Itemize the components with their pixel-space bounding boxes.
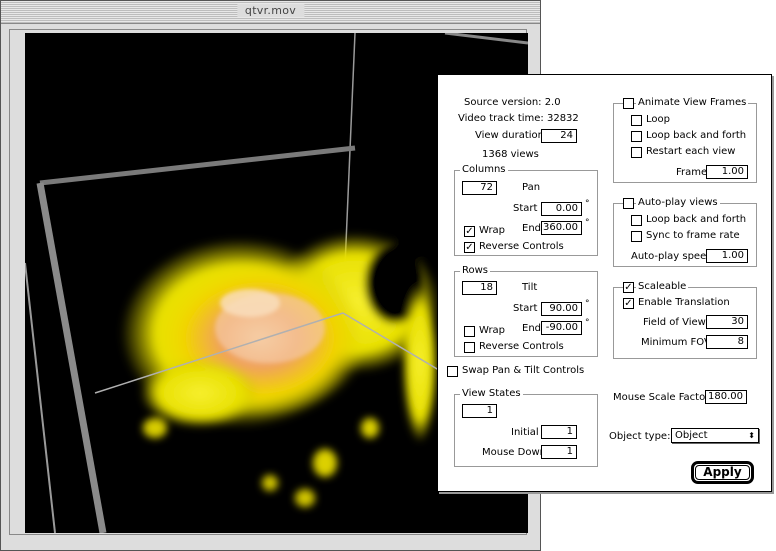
apply-button-label: Apply — [703, 465, 742, 479]
field-of-view-field[interactable]: 30 — [706, 315, 748, 329]
initial-label: Initial — [511, 427, 539, 438]
minimum-fov-label: Minimum FOV — [641, 337, 711, 348]
rows-count-field[interactable]: 18 — [462, 281, 497, 295]
rows-end-field[interactable]: -90.00 — [541, 321, 582, 335]
autoplay-speed-label: Auto-play speed — [631, 251, 713, 262]
video-track-time-text: Video track time: 32832 — [458, 113, 579, 124]
minimum-fov-field[interactable]: 8 — [706, 335, 748, 349]
rows-start-field[interactable]: 90.00 — [541, 302, 582, 316]
rows-reverse-label: Reverse Controls — [479, 341, 564, 352]
mouse-scale-label: Mouse Scale Factor — [613, 392, 710, 403]
loop-back-label: Loop back and forth — [646, 130, 747, 141]
autoplay-loop-back-label: Loop back and forth — [646, 214, 747, 225]
columns-end-field[interactable]: 360.00 — [541, 221, 582, 235]
columns-group-title: Columns — [460, 164, 508, 176]
columns-wrap-label: Wrap — [479, 225, 506, 236]
autoplay-loop-back-checkbox[interactable] — [631, 215, 642, 226]
degree-symbol: ° — [585, 218, 590, 228]
autoplay-checkbox[interactable] — [623, 198, 634, 209]
rows-wrap-label: Wrap — [479, 325, 506, 336]
object-type-value: Object — [675, 430, 708, 441]
view-duration-field[interactable]: 24 — [541, 129, 577, 143]
pan-label: Pan — [522, 182, 541, 193]
degree-symbol: ° — [585, 299, 590, 309]
enable-translation-label: Enable Translation — [638, 297, 730, 308]
columns-wrap-checkbox[interactable]: ✓ — [464, 226, 475, 237]
view-states-group — [454, 394, 598, 467]
columns-start-field[interactable]: 0.00 — [541, 202, 582, 216]
field-of-view-label: Field of View — [643, 317, 706, 328]
columns-reverse-checkbox[interactable]: ✓ — [464, 242, 475, 253]
initial-field[interactable]: 1 — [541, 425, 577, 439]
chevron-updown-icon: ⬍ — [748, 431, 755, 440]
mouse-down-label: Mouse Down — [482, 447, 546, 458]
loop-checkbox[interactable] — [631, 115, 642, 126]
view-states-count-field[interactable]: 1 — [462, 404, 497, 418]
swap-controls-label: Swap Pan & Tilt Controls — [462, 365, 585, 376]
apply-button-focus-ring — [695, 465, 750, 480]
columns-group — [454, 170, 598, 256]
sync-frame-rate-label: Sync to frame rate — [646, 230, 740, 241]
rows-start-label: Start — [513, 303, 538, 314]
object-type-select[interactable]: Object ⬍ — [671, 428, 759, 443]
columns-reverse-label: Reverse Controls — [479, 241, 564, 252]
scaleable-checkbox[interactable]: ✓ — [623, 282, 634, 293]
object-type-label: Object type: — [609, 431, 671, 442]
loop-back-checkbox[interactable] — [631, 131, 642, 142]
enable-translation-checkbox[interactable]: ✓ — [623, 298, 634, 309]
degree-symbol: ° — [585, 318, 590, 328]
restart-view-label: Restart each view — [646, 146, 736, 157]
view-states-group-title: View States — [460, 388, 523, 400]
mouse-scale-field[interactable]: 180.00 — [705, 390, 747, 404]
restart-view-checkbox[interactable] — [631, 147, 642, 158]
columns-count-field[interactable]: 72 — [462, 181, 497, 195]
loop-label: Loop — [646, 114, 670, 125]
source-version-text: Source version: 2.0 — [464, 97, 561, 108]
views-count-text: 1368 views — [482, 149, 539, 160]
window-titlebar[interactable]: qtvr.mov — [1, 1, 540, 24]
view-duration-label: View duration — [475, 130, 544, 141]
frame-speed-field[interactable]: 1.00 — [706, 165, 748, 179]
degree-symbol: ° — [585, 199, 590, 209]
rows-wrap-checkbox[interactable] — [464, 326, 475, 337]
window-title: qtvr.mov — [236, 4, 305, 17]
qtvr-settings-panel: Source version: 2.0 Video track time: 32… — [437, 74, 772, 492]
swap-controls-checkbox[interactable] — [447, 366, 458, 377]
autoplay-title: Auto-play views — [636, 197, 720, 209]
animate-frames-title: Animate View Frames — [636, 97, 749, 109]
mouse-down-field[interactable]: 1 — [541, 445, 577, 459]
tilt-label: Tilt — [522, 282, 538, 293]
sync-frame-rate-checkbox[interactable] — [631, 231, 642, 242]
rows-end-label: End — [522, 323, 542, 334]
rows-group — [454, 271, 598, 357]
columns-end-label: End — [522, 223, 542, 234]
apply-button[interactable]: Apply — [691, 461, 754, 484]
animate-frames-checkbox[interactable] — [623, 98, 634, 109]
columns-start-label: Start — [513, 203, 538, 214]
rows-reverse-checkbox[interactable] — [464, 342, 475, 353]
scaleable-title: Scaleable — [636, 281, 689, 293]
autoplay-speed-field[interactable]: 1.00 — [706, 249, 748, 263]
rows-group-title: Rows — [460, 265, 491, 277]
